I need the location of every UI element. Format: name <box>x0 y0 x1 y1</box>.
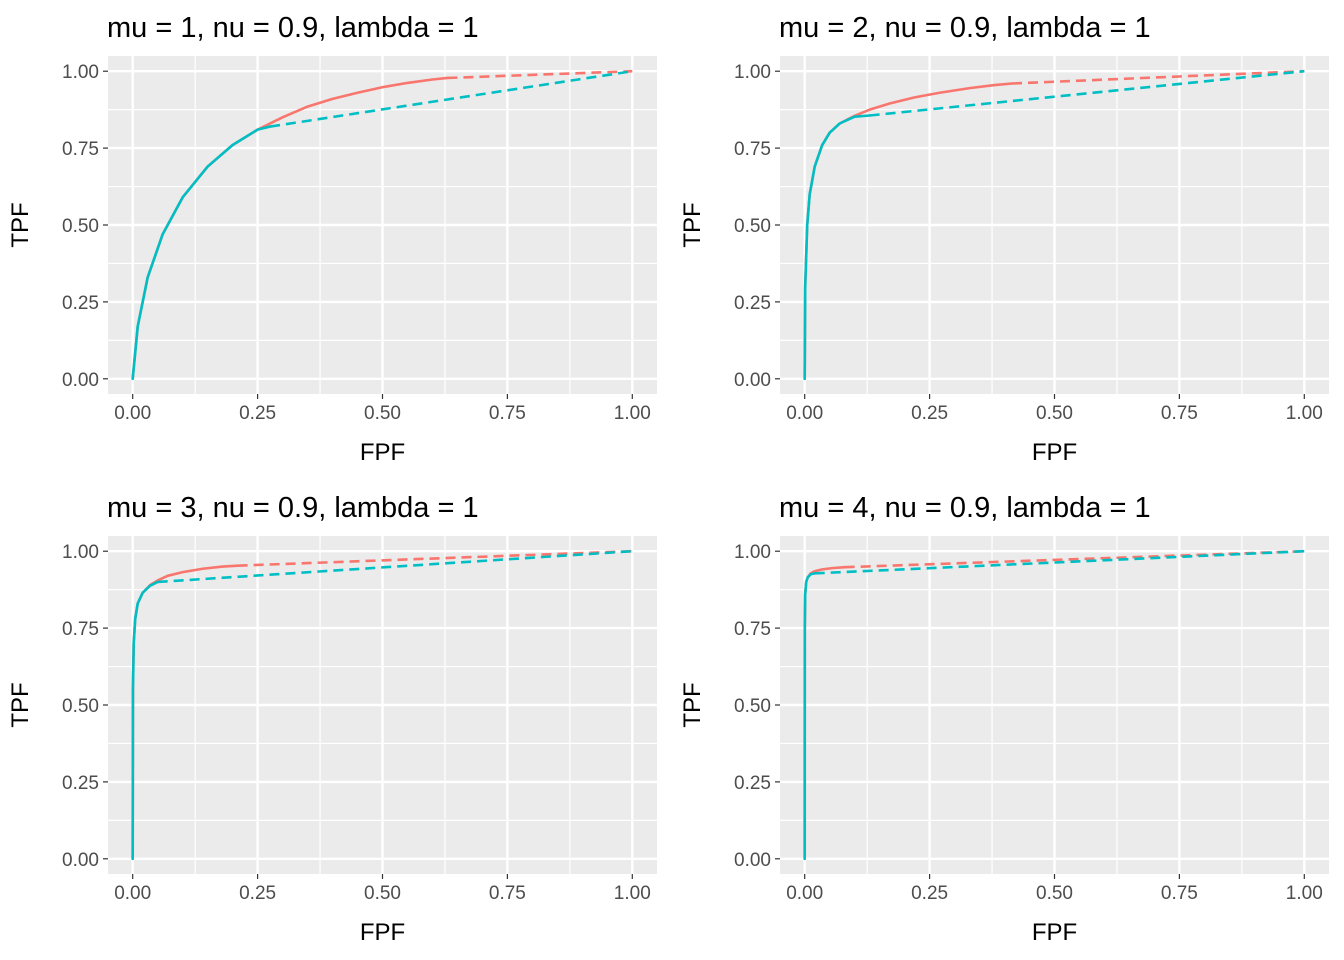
x-axis-label-1: FPF <box>360 439 405 466</box>
roc-curve-teal-dashed <box>269 69 633 128</box>
x-tick-label: 0.50 <box>1036 883 1073 904</box>
x-tick-label: 0.00 <box>786 403 823 424</box>
y-axis-label-2: TPF <box>679 202 706 247</box>
x-tick-label: 0.50 <box>364 883 401 904</box>
x-tick-label: 0.25 <box>239 403 276 424</box>
roc-curve-teal-dashed <box>869 69 1305 117</box>
x-tick-label: 0.75 <box>489 883 526 904</box>
y-axis-label-4: TPF <box>679 682 706 727</box>
x-axis-label-4: FPF <box>1032 919 1077 946</box>
x-tick-label: 1.00 <box>1286 883 1323 904</box>
chart-title-2: mu = 2, nu = 0.9, lambda = 1 <box>779 12 1151 44</box>
x-tick-label: 0.75 <box>489 403 526 424</box>
x-axis-label-2: FPF <box>1032 439 1077 466</box>
y-tick-label: 0.75 <box>734 619 771 640</box>
x-tick-label: 0.00 <box>114 403 151 424</box>
chart-title-3: mu = 3, nu = 0.9, lambda = 1 <box>107 492 479 524</box>
y-axis-label-1: TPF <box>7 202 34 247</box>
x-tick-label: 0.25 <box>911 883 948 904</box>
y-tick-label: 0.25 <box>62 773 99 794</box>
y-tick-label: 1.00 <box>734 62 771 83</box>
roc-curve-teal-solid <box>131 125 272 381</box>
roc-curve-teal-dashed <box>814 549 1305 575</box>
x-tick-label: 1.00 <box>614 403 651 424</box>
y-tick-label: 0.50 <box>62 696 99 717</box>
y-axis-label-3: TPF <box>7 682 34 727</box>
chart-title-1: mu = 1, nu = 0.9, lambda = 1 <box>107 12 479 44</box>
x-tick-label: 0.25 <box>911 403 948 424</box>
y-tick-label: 0.25 <box>734 773 771 794</box>
y-tick-label: 1.00 <box>734 542 771 563</box>
x-tick-label: 0.00 <box>786 883 823 904</box>
chart-title-4: mu = 4, nu = 0.9, lambda = 1 <box>779 492 1151 524</box>
y-tick-label: 1.00 <box>62 62 99 83</box>
y-tick-label: 0.00 <box>734 850 771 871</box>
roc-curve-teal-solid <box>131 580 159 861</box>
y-tick-label: 0.75 <box>734 139 771 160</box>
x-tick-label: 0.50 <box>1036 403 1073 424</box>
x-tick-label: 0.25 <box>239 883 276 904</box>
y-tick-label: 1.00 <box>62 542 99 563</box>
y-tick-label: 0.75 <box>62 139 99 160</box>
y-tick-label: 0.25 <box>62 293 99 314</box>
x-tick-label: 1.00 <box>1286 403 1323 424</box>
x-tick-label: 0.50 <box>364 403 401 424</box>
x-axis-label-3: FPF <box>360 919 405 946</box>
y-tick-label: 0.00 <box>62 850 99 871</box>
x-tick-label: 1.00 <box>614 883 651 904</box>
y-tick-label: 0.50 <box>62 216 99 237</box>
roc-curve-red-dashed <box>237 549 633 567</box>
y-tick-label: 0.00 <box>734 370 771 391</box>
y-tick-label: 0.50 <box>734 696 771 717</box>
y-tick-label: 0.00 <box>62 370 99 391</box>
x-tick-label: 0.75 <box>1161 883 1198 904</box>
y-tick-label: 0.25 <box>734 293 771 314</box>
x-tick-label: 0.00 <box>114 883 151 904</box>
roc-curve-red-dashed <box>844 549 1305 569</box>
roc-curve-red-dashed <box>1011 69 1305 85</box>
x-tick-label: 0.75 <box>1161 403 1198 424</box>
y-tick-label: 0.50 <box>734 216 771 237</box>
y-tick-label: 0.75 <box>62 619 99 640</box>
roc-curve-teal-solid <box>803 114 871 381</box>
roc-curve-teal-solid <box>803 572 817 861</box>
